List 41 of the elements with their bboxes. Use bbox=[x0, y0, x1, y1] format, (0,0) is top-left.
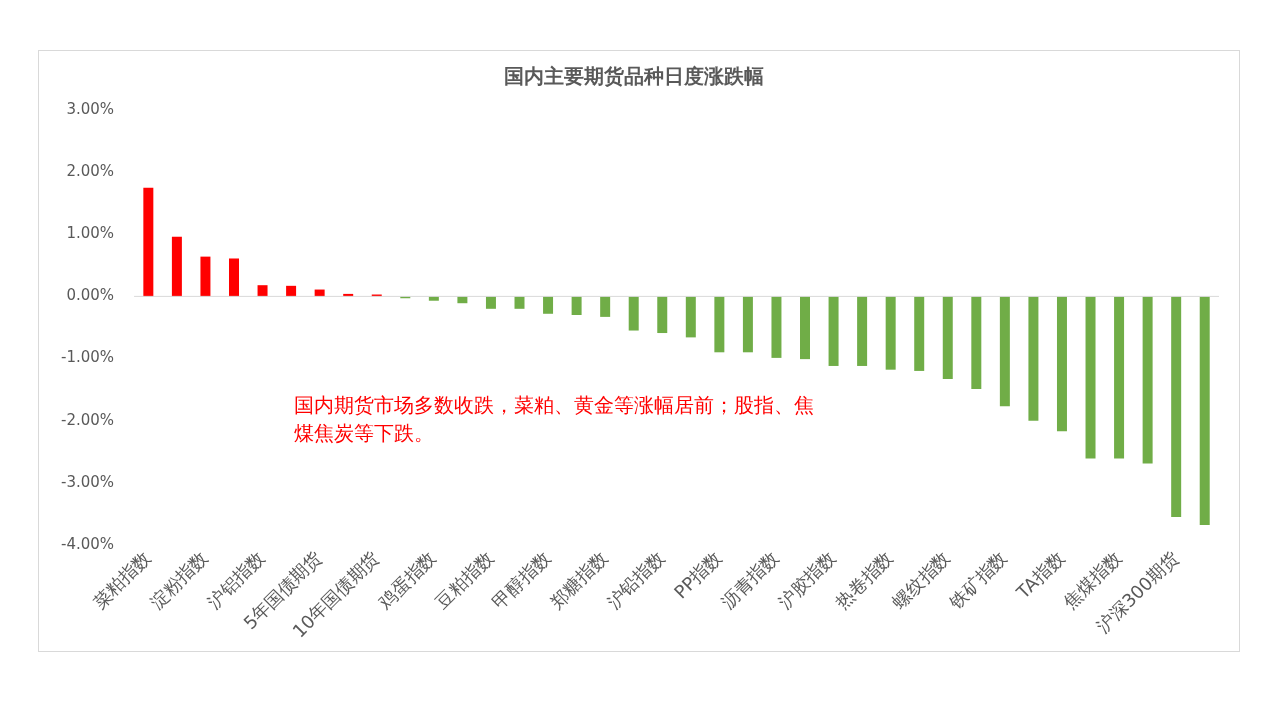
bar bbox=[171, 236, 182, 297]
bar bbox=[800, 296, 811, 360]
bar bbox=[971, 296, 982, 389]
bar bbox=[771, 296, 782, 358]
y-tick-label: 0.00% bbox=[66, 286, 115, 305]
y-tick-label: -2.00% bbox=[60, 410, 115, 429]
bar bbox=[1028, 296, 1039, 421]
bar bbox=[885, 296, 896, 370]
bar bbox=[685, 296, 696, 338]
bar bbox=[742, 296, 753, 353]
bar bbox=[828, 296, 839, 366]
bar bbox=[543, 296, 554, 314]
bar bbox=[257, 285, 268, 297]
y-tick-label: -4.00% bbox=[60, 534, 115, 553]
bar bbox=[999, 296, 1010, 407]
bar bbox=[914, 296, 925, 371]
bar bbox=[229, 258, 239, 297]
bar bbox=[857, 296, 868, 366]
annotation: 国内期货市场多数收跌，菜粕、黄金等涨幅居前；股指、焦煤焦炭等下跌。 bbox=[294, 392, 815, 447]
bar bbox=[942, 296, 953, 380]
bar bbox=[286, 285, 297, 297]
y-tick-label: 2.00% bbox=[66, 162, 115, 181]
bar bbox=[600, 296, 611, 317]
bar bbox=[200, 256, 211, 297]
bar bbox=[571, 296, 582, 316]
chart-title: 国内主要期货品种日度涨跌幅 bbox=[504, 64, 764, 89]
bar bbox=[1056, 296, 1067, 432]
bar bbox=[1085, 296, 1096, 459]
bar bbox=[1199, 296, 1210, 526]
bar bbox=[1142, 296, 1153, 464]
bar bbox=[714, 296, 725, 353]
bar bbox=[657, 296, 668, 334]
bar bbox=[628, 296, 639, 331]
y-tick-label: -1.00% bbox=[60, 348, 115, 367]
y-tick-label: -3.00% bbox=[60, 472, 115, 491]
bar bbox=[485, 296, 496, 309]
bar bbox=[1114, 296, 1125, 459]
bar bbox=[1171, 296, 1182, 517]
y-tick-label: 1.00% bbox=[66, 224, 115, 243]
bar bbox=[143, 187, 154, 297]
y-tick-label: 3.00% bbox=[66, 99, 115, 118]
